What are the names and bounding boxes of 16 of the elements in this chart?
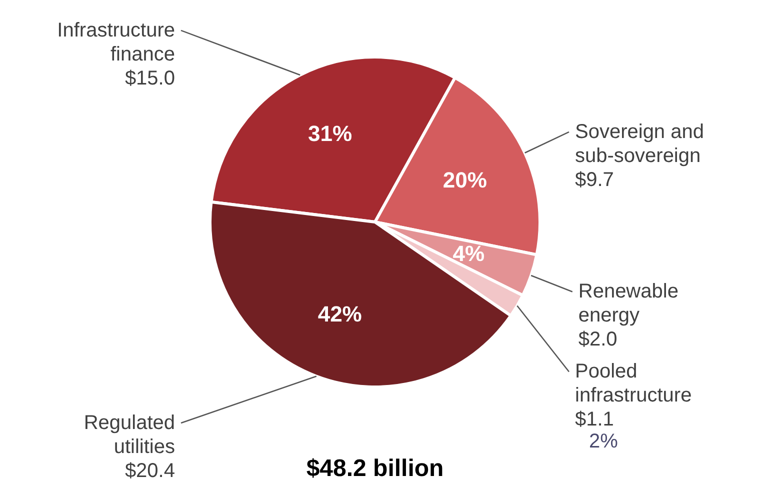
slice-label: Renewable energy: [578, 280, 678, 327]
text: $48.2 billion: [306, 455, 444, 482]
data-label: $15.0: [124, 67, 175, 90]
data-label: $1.1: [575, 408, 614, 431]
data-label: $20.4: [124, 460, 175, 482]
slice-label: Infrastructure finance: [57, 19, 175, 66]
slice-label: Sovereign and sub-sovereign: [575, 120, 704, 167]
slice-label: Pooled infrastructure: [575, 360, 692, 407]
slice-label: Regulated utilities: [84, 412, 175, 458]
text: 31%: [308, 120, 352, 146]
text: 42%: [318, 302, 362, 327]
text: 4%: [452, 241, 485, 266]
data-label: $9.7: [575, 168, 614, 191]
text: 20%: [442, 168, 487, 193]
text: 2%: [589, 430, 618, 453]
data-label: $2.0: [578, 328, 618, 351]
